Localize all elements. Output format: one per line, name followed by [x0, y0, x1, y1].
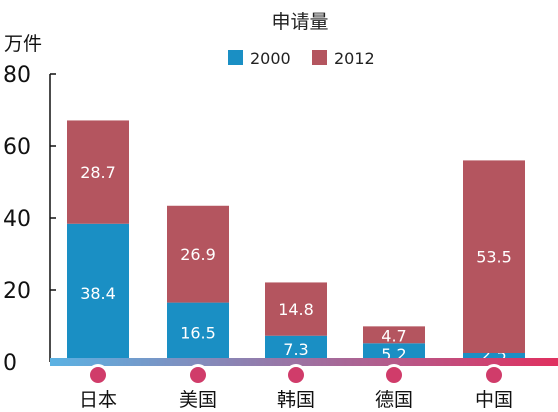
legend: 2000 2012 [228, 49, 375, 68]
y-tick-label-80: 80 [3, 63, 31, 88]
x-axis [50, 358, 558, 386]
bar-中国-2000 [463, 353, 525, 362]
bar-美国-2000 [167, 302, 229, 362]
category-labels: 日本 美国 韩国 德国 中国 [79, 389, 513, 411]
legend-label-2000: 2000 [250, 49, 291, 68]
bar-韩国-2012 [265, 282, 327, 336]
data-label-韩国-2000: 7.3 [283, 340, 308, 359]
y-axis: 0 20 40 60 80 [3, 63, 56, 376]
x-tick-label-日本: 日本 [79, 389, 117, 411]
data-label-中国-2012: 53.5 [476, 248, 512, 267]
bar-日本-2012 [67, 120, 129, 224]
bar-德国-2012 [363, 326, 425, 344]
x-marker-韩国 [288, 367, 304, 383]
bar-日本-2000 [67, 223, 129, 362]
bar-美国-2012 [167, 205, 229, 303]
x-marker-美国 [190, 367, 206, 383]
legend-label-2012: 2012 [334, 49, 375, 68]
y-tick-label-60: 60 [3, 135, 31, 160]
x-tick-label-德国: 德国 [375, 389, 413, 411]
data-label-日本-2000: 38.4 [80, 284, 116, 303]
bar-中国-2012 [463, 160, 525, 353]
data-label-美国-2000: 16.5 [180, 323, 216, 342]
chart-title: 申请量 [271, 11, 328, 33]
bar-韩国-2000 [265, 335, 327, 362]
bar-德国-2000 [363, 343, 425, 362]
x-marker-日本 [90, 367, 106, 383]
y-tick-label-20: 20 [3, 279, 31, 304]
x-marker-中国 [486, 367, 502, 383]
legend-swatch-2012 [312, 50, 327, 65]
x-tick-label-美国: 美国 [179, 389, 217, 411]
legend-swatch-2000 [228, 50, 243, 65]
data-label-德国-2012: 4.7 [381, 326, 406, 345]
data-label-美国-2012: 26.9 [180, 245, 216, 264]
x-marker-德国 [386, 367, 402, 383]
y-tick-label-40: 40 [3, 207, 31, 232]
x-tick-label-中国: 中国 [475, 389, 513, 411]
y-axis-label: 万件 [4, 33, 42, 55]
x-tick-label-韩国: 韩国 [277, 389, 315, 411]
data-label-日本-2012: 28.7 [80, 163, 116, 182]
y-tick-label-0: 0 [3, 351, 17, 376]
x-axis-baseline [50, 358, 558, 366]
data-label-韩国-2012: 14.8 [278, 300, 314, 319]
bars: 38.428.716.526.97.314.85.24.72.553.5 [67, 120, 525, 364]
